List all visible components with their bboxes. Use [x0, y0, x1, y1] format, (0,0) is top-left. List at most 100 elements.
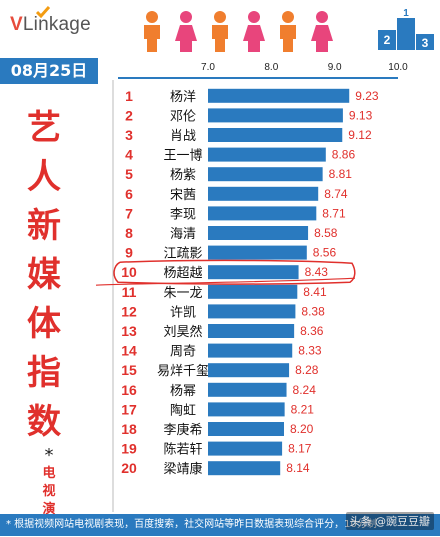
artist-name: 易烊千玺	[157, 364, 209, 379]
bar	[208, 402, 285, 417]
rank-number: 5	[125, 166, 133, 182]
side-title-char: 媒	[27, 255, 61, 295]
rank-number: 3	[125, 127, 133, 143]
side-title-char: 艺	[27, 108, 61, 148]
bar	[208, 245, 307, 260]
rank-number: 10	[121, 264, 137, 280]
x-tick-label: 10.0	[388, 62, 408, 73]
x-tick-label: 7.0	[201, 62, 215, 73]
rank-number: 11	[122, 284, 137, 300]
logo-v: V	[10, 14, 23, 35]
artist-name: 周奇	[170, 344, 196, 360]
bar	[208, 147, 326, 162]
header: VLinkage 2 1 3	[0, 0, 440, 60]
rank-number: 14	[121, 343, 137, 359]
artist-name: 许凯	[170, 305, 196, 320]
svg-text:2: 2	[384, 33, 391, 47]
rank-number: 1	[125, 88, 133, 104]
value-label: 8.58	[314, 226, 338, 240]
x-tick-label: 8.0	[264, 62, 278, 73]
x-tick-label: 9.0	[328, 62, 342, 73]
person-icon	[311, 11, 333, 52]
person-icon	[144, 11, 160, 52]
rank-number: 20	[121, 460, 137, 476]
highlight-circle	[113, 259, 356, 285]
bar	[208, 108, 343, 123]
bar	[208, 128, 343, 142]
artist-name: 陈若轩	[163, 442, 202, 458]
rank-number: 17	[121, 401, 137, 417]
side-sub-char: 视	[42, 484, 56, 499]
value-label: 8.24	[293, 383, 317, 397]
artist-name: 朱一龙	[163, 286, 202, 301]
bar	[208, 461, 281, 476]
value-label: 8.41	[303, 285, 327, 299]
side-title-char: 数	[27, 402, 61, 442]
artist-name: 杨洋	[170, 90, 196, 105]
side-title-char: 体	[27, 304, 61, 344]
svg-text:1: 1	[403, 8, 409, 19]
artist-name: 刘昊然	[163, 324, 202, 340]
side-title-char: 新	[27, 206, 61, 246]
ranking-chart: 7.0 8.0 9.0 10.0 1 杨洋 9.23 2 邓伦 9.13 3 肖战 9.12 4 王一博 8.…	[95, 62, 408, 512]
rank-number: 8	[125, 225, 133, 241]
bar	[208, 441, 283, 456]
bar	[208, 206, 317, 221]
artist-name: 杨幂	[170, 384, 196, 399]
artist-name: 陶虹	[170, 402, 196, 418]
value-label: 8.14	[286, 461, 310, 475]
rank-number: 7	[125, 205, 133, 221]
value-label: 9.12	[348, 128, 372, 142]
artist-name: 梁靖康	[163, 461, 202, 477]
bar	[208, 167, 323, 182]
value-label: 8.56	[313, 246, 337, 260]
value-label: 8.81	[329, 167, 353, 181]
bar	[208, 284, 298, 299]
artist-name: 邓伦	[170, 109, 196, 124]
artist-name: 王一博	[163, 149, 202, 164]
logo-text: Linkage	[22, 14, 91, 35]
person-icon	[243, 11, 265, 52]
rank-number: 9	[125, 245, 133, 261]
artist-name: 肖战	[170, 129, 196, 144]
side-title: 艺 人 新 媒 体 指 数 * 电 视 演 员	[16, 104, 72, 537]
value-label: 8.17	[288, 442, 312, 456]
artist-name: 李现	[170, 207, 196, 222]
rank-number: 15	[121, 362, 137, 378]
rank-number: 18	[121, 421, 137, 437]
value-label: 8.38	[301, 304, 325, 318]
svg-text:3: 3	[422, 36, 429, 50]
side-sub-char: 演	[42, 502, 56, 517]
value-label: 9.13	[349, 108, 373, 122]
date-label: 08月25日	[0, 58, 98, 84]
value-label: 8.36	[300, 324, 324, 338]
bar	[208, 422, 284, 436]
person-icon	[175, 11, 197, 52]
vlinkage-logo: VLinkage	[10, 6, 91, 36]
side-sub-char: 电	[42, 466, 56, 481]
person-icon	[212, 11, 228, 52]
bar	[208, 363, 290, 378]
bar	[208, 88, 350, 103]
bar	[208, 324, 295, 338]
highlight-underline	[95, 277, 356, 286]
person-icon	[280, 11, 296, 52]
value-label: 9.23	[355, 89, 379, 103]
side-title-char: 指	[27, 353, 61, 393]
bar	[208, 186, 319, 201]
bar	[208, 265, 299, 280]
value-label: 8.43	[305, 265, 329, 279]
people-icons	[144, 11, 333, 52]
rank-number: 4	[125, 147, 133, 163]
rank-number: 12	[121, 303, 137, 319]
bar	[208, 304, 296, 319]
artist-name: 杨紫	[170, 168, 196, 183]
artist-name: 海清	[170, 227, 196, 242]
watermark: 头条 @豌豆豆瓣	[345, 512, 434, 530]
rank-number: 6	[125, 186, 133, 202]
value-label: 8.71	[322, 206, 346, 220]
bar	[208, 226, 309, 240]
value-label: 8.21	[291, 402, 315, 416]
value-label: 8.74	[324, 187, 348, 201]
value-label: 8.28	[295, 363, 319, 377]
